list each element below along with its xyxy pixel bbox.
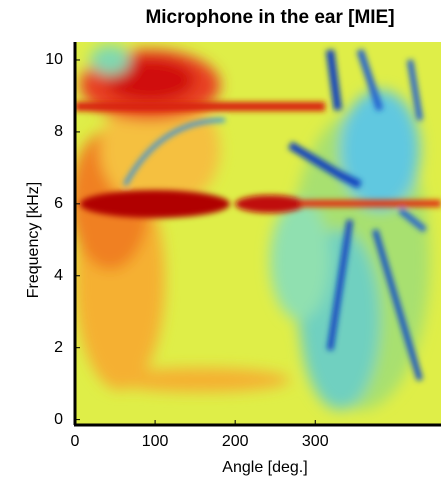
y-tick-label: 2 bbox=[54, 339, 63, 356]
heatmap-image bbox=[75, 42, 441, 425]
y-tick-label: 8 bbox=[54, 123, 63, 140]
x-axis-label: Angle [deg.] bbox=[222, 459, 307, 476]
y-tick-label: 0 bbox=[54, 411, 63, 428]
y-axis-label: Frequency [kHz] bbox=[25, 182, 42, 298]
x-tick-label: 0 bbox=[71, 433, 80, 450]
x-tick-label: 100 bbox=[142, 433, 169, 450]
x-tick-label: 200 bbox=[222, 433, 249, 450]
y-tick-label: 4 bbox=[54, 267, 63, 284]
chart-title: Microphone in the ear [MIE] bbox=[145, 7, 394, 28]
y-tick-label: 10 bbox=[45, 51, 63, 68]
y-tick-label: 6 bbox=[54, 195, 63, 212]
x-tick-label: 300 bbox=[302, 433, 329, 450]
